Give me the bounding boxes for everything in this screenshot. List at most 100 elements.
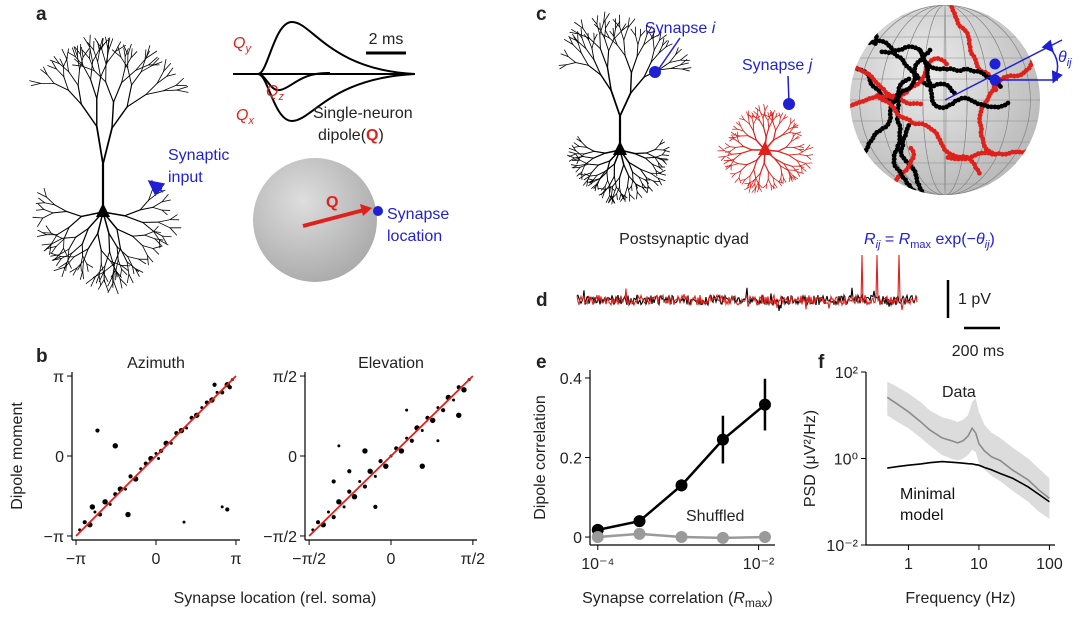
dendrite bbox=[61, 252, 73, 259]
dendrite bbox=[123, 47, 126, 57]
dendrite bbox=[573, 142, 580, 147]
dendrite bbox=[30, 82, 42, 87]
synapse-dot bbox=[995, 104, 1001, 110]
dendrite bbox=[138, 258, 147, 265]
dendrite bbox=[67, 52, 76, 58]
marker bbox=[633, 515, 646, 528]
dendrite bbox=[753, 111, 759, 116]
dendrite bbox=[734, 134, 741, 137]
dendrite bbox=[573, 157, 580, 161]
dendrite bbox=[99, 37, 104, 50]
dendrite bbox=[123, 44, 129, 56]
dendrite bbox=[675, 47, 679, 56]
dendrite bbox=[144, 234, 156, 240]
trace bbox=[576, 254, 918, 311]
y-tick-label: 10⁻² bbox=[826, 538, 858, 555]
dendrite bbox=[767, 178, 772, 186]
dendrite bbox=[779, 112, 784, 118]
synapse-dot bbox=[850, 30, 854, 35]
dendrite bbox=[80, 103, 98, 128]
lfp-traces bbox=[576, 254, 918, 311]
dendrite bbox=[80, 255, 84, 265]
dendrite bbox=[798, 153, 807, 157]
dendrite bbox=[68, 71, 79, 86]
synapse-dot bbox=[891, 201, 896, 206]
dendrite bbox=[51, 237, 63, 245]
dendrite bbox=[72, 267, 78, 276]
series-line bbox=[887, 460, 1050, 503]
dendrite bbox=[758, 105, 761, 112]
synapse-dot bbox=[918, 226, 923, 231]
dendrite bbox=[159, 239, 169, 246]
dendrite bbox=[630, 56, 638, 74]
y-axis-label: Dipole moment bbox=[9, 402, 26, 510]
synapse-dot bbox=[845, 36, 850, 41]
dendrite bbox=[793, 169, 800, 173]
dendrite bbox=[774, 158, 785, 165]
dendrite bbox=[720, 156, 726, 161]
synapse-dot bbox=[979, 150, 985, 156]
dendrite bbox=[657, 162, 663, 168]
dendrite bbox=[643, 33, 648, 46]
dendrite bbox=[110, 260, 122, 266]
series-label: Shuffled bbox=[686, 508, 744, 525]
label-var: j bbox=[807, 57, 813, 74]
synapse-dot bbox=[844, 67, 849, 72]
scatter-point bbox=[409, 438, 414, 443]
dendrite bbox=[35, 209, 45, 211]
dendrite bbox=[645, 152, 656, 158]
dendrite bbox=[680, 58, 688, 66]
dendrite bbox=[662, 38, 665, 46]
dendrite bbox=[623, 39, 626, 57]
dendrite bbox=[102, 127, 113, 165]
dendrite bbox=[725, 150, 732, 153]
dendrite bbox=[733, 135, 741, 139]
dendrite bbox=[86, 263, 94, 268]
synapse-dot bbox=[988, 104, 994, 110]
dendrite bbox=[643, 38, 652, 46]
dendrite bbox=[735, 122, 741, 127]
dendrite bbox=[740, 149, 753, 154]
dendrite bbox=[662, 146, 670, 151]
dendrite bbox=[63, 247, 68, 256]
synapse-dot bbox=[807, 90, 812, 95]
dendrite bbox=[82, 270, 84, 280]
dendrite bbox=[654, 154, 663, 158]
dendrite bbox=[111, 106, 128, 129]
dendrite bbox=[577, 42, 582, 54]
dendrite bbox=[120, 264, 129, 272]
dendrite bbox=[571, 145, 577, 152]
chart: −π/2 0 π/2 −π/2 0 π/2 Elevation bbox=[263, 355, 485, 568]
scatter-point bbox=[89, 504, 96, 510]
dendrite bbox=[621, 193, 628, 199]
eq-sub: ij bbox=[985, 239, 990, 251]
dendrite bbox=[738, 177, 741, 184]
dendrite bbox=[67, 89, 82, 105]
dendrite bbox=[681, 67, 692, 70]
neuron-morphology bbox=[29, 34, 189, 295]
dendrite bbox=[580, 52, 589, 66]
dendrite bbox=[747, 116, 750, 125]
dendrite bbox=[584, 150, 595, 155]
dendrite bbox=[767, 111, 770, 118]
dendrite bbox=[43, 187, 47, 198]
dendrite bbox=[658, 172, 666, 176]
synapse-dot bbox=[871, 264, 876, 269]
dendrite bbox=[52, 210, 67, 214]
dendrite bbox=[592, 174, 598, 181]
dendrite bbox=[780, 172, 783, 179]
dendrite bbox=[100, 249, 112, 262]
synapse-dot bbox=[921, 196, 926, 201]
trace-label: Qy bbox=[233, 35, 252, 55]
dendrite bbox=[599, 48, 609, 69]
synapse-dot bbox=[1056, 106, 1061, 111]
dendrite bbox=[609, 37, 618, 46]
synapse-dot bbox=[892, 194, 898, 195]
scatter-point bbox=[367, 468, 373, 474]
dendrite bbox=[94, 37, 103, 50]
synapse-dot bbox=[850, 64, 854, 70]
dendrite bbox=[764, 115, 769, 122]
synapse-dot bbox=[922, 199, 927, 204]
dendrite bbox=[121, 67, 126, 84]
synapse-dot bbox=[883, 49, 888, 55]
